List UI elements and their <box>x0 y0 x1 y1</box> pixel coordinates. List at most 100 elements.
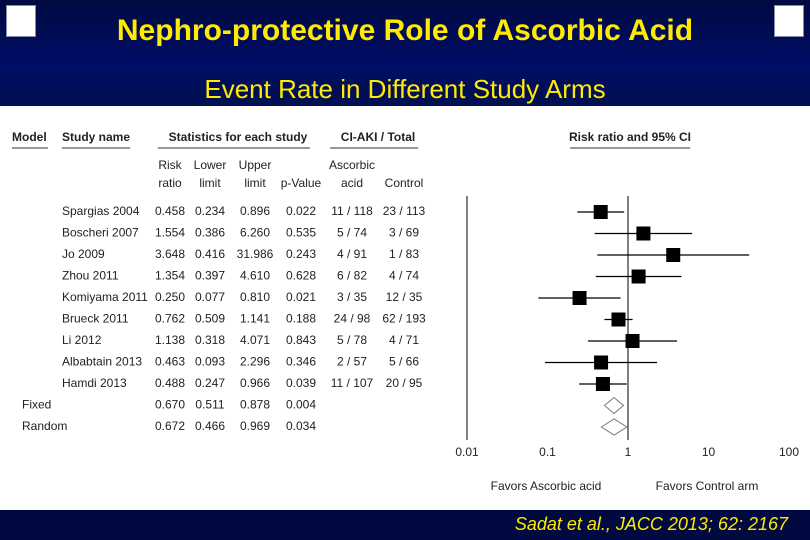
column-header: Ascorbic acid <box>329 158 375 190</box>
cell: 2.296 <box>240 355 270 369</box>
cell: 1.554 <box>155 226 185 240</box>
cell: 3 / 35 <box>337 290 367 304</box>
cell: 5 / 66 <box>389 355 419 369</box>
cell: 23 / 113 <box>383 204 426 218</box>
effect-square <box>636 226 651 241</box>
logo-right <box>774 5 804 37</box>
cell: 24 / 98 <box>334 312 371 326</box>
cell: 0.250 <box>155 290 185 304</box>
logo-left <box>6 5 36 37</box>
cell: 0.896 <box>240 204 270 218</box>
effect-square <box>611 312 626 327</box>
x-tick-label: 0.1 <box>539 445 556 459</box>
cell: 4 / 74 <box>389 269 419 283</box>
effect-square <box>572 291 587 305</box>
cell: 0.188 <box>286 312 316 326</box>
cell: 3.648 <box>155 247 185 261</box>
cell: 20 / 95 <box>386 376 423 390</box>
cell: 0.843 <box>286 333 316 347</box>
cell: 0.509 <box>195 312 225 326</box>
favors-label: Favors Ascorbic acid <box>491 479 602 493</box>
column-header: Lower limit <box>194 158 227 190</box>
cell: 0.234 <box>195 204 225 218</box>
column-header: Upper limit <box>239 158 272 190</box>
study-name: Brueck 2011 <box>62 312 129 326</box>
group-header: Study name <box>62 130 130 144</box>
cell: 0.511 <box>195 398 224 412</box>
cell: 0.535 <box>286 226 316 240</box>
cell: 0.397 <box>195 269 225 283</box>
study-name: Zhou 2011 <box>62 269 119 283</box>
subtitle: Event Rate in Different Study Arms <box>204 74 606 104</box>
x-tick-label: 0.01 <box>455 445 479 459</box>
cell: 0.416 <box>195 247 225 261</box>
cell: 0.878 <box>240 398 270 412</box>
effect-diamond <box>600 418 628 436</box>
effect-diamond <box>603 396 625 415</box>
cell: 4 / 71 <box>389 333 419 347</box>
cell: 6 / 82 <box>337 269 367 283</box>
cell: 0.077 <box>195 290 225 304</box>
effect-square <box>631 269 646 284</box>
header-bar <box>0 0 810 106</box>
cell: 5 / 78 <box>337 333 367 347</box>
cell: 0.243 <box>286 247 316 261</box>
cell: 4.071 <box>240 333 270 347</box>
cell: 0.969 <box>240 419 270 433</box>
column-header: Control <box>385 176 424 190</box>
study-name: Jo 2009 <box>62 247 105 261</box>
cell: 0.670 <box>155 398 185 412</box>
group-header: Model <box>12 130 47 144</box>
favors-label: Favors Control arm <box>656 479 759 493</box>
cell: 0.386 <box>195 226 225 240</box>
cell: 0.463 <box>155 355 185 369</box>
cell: 0.022 <box>286 204 316 218</box>
cell: 5 / 74 <box>337 226 367 240</box>
group-header: Risk ratio and 95% CI <box>569 130 691 144</box>
cell: 12 / 35 <box>386 290 423 304</box>
cell: 0.346 <box>286 355 316 369</box>
cell: 0.034 <box>286 419 316 433</box>
cell: 0.247 <box>195 376 225 390</box>
cell: 0.488 <box>155 376 185 390</box>
effect-square <box>594 355 609 370</box>
cell: 0.810 <box>240 290 270 304</box>
study-name: Hamdi 2013 <box>62 376 127 390</box>
model-name: Fixed <box>22 398 51 412</box>
cell: 1.138 <box>155 333 185 347</box>
effect-square <box>595 377 610 391</box>
effect-square <box>625 334 640 348</box>
column-header: Risk ratio <box>158 158 182 190</box>
cell: 4 / 91 <box>337 247 367 261</box>
cell: 6.260 <box>240 226 270 240</box>
cell: 0.039 <box>286 376 316 390</box>
cell: 0.318 <box>195 333 225 347</box>
cell: 0.672 <box>155 419 185 433</box>
title: Nephro-protective Role of Ascorbic Acid <box>116 14 694 47</box>
group-header: CI-AKI / Total <box>341 130 415 144</box>
effect-square <box>593 205 608 219</box>
cell: 11 / 107 <box>331 376 374 390</box>
column-header: p-Value <box>281 176 322 190</box>
study-name: Komiyama 2011 <box>62 290 148 304</box>
cell: 0.458 <box>155 204 185 218</box>
model-name: Random <box>22 419 67 433</box>
citation: Sadat et al., JACC 2013; 62: 2167 <box>514 514 788 534</box>
cell: 0.004 <box>286 398 316 412</box>
cell: 3 / 69 <box>389 226 419 240</box>
cell: 11 / 118 <box>331 204 373 218</box>
x-tick-label: 100 <box>779 445 799 459</box>
x-tick-label: 1 <box>625 445 632 459</box>
cell: 0.762 <box>155 312 185 326</box>
cell: 0.628 <box>286 269 316 283</box>
study-name: Li 2012 <box>62 333 102 347</box>
cell: 1.354 <box>155 269 185 283</box>
x-tick-label: 10 <box>702 445 716 459</box>
cell: 4.610 <box>240 269 270 283</box>
cell: 0.966 <box>240 376 270 390</box>
cell: 0.466 <box>195 419 225 433</box>
study-name: Spargias 2004 <box>62 204 140 218</box>
group-header: Statistics for each study <box>169 130 308 144</box>
